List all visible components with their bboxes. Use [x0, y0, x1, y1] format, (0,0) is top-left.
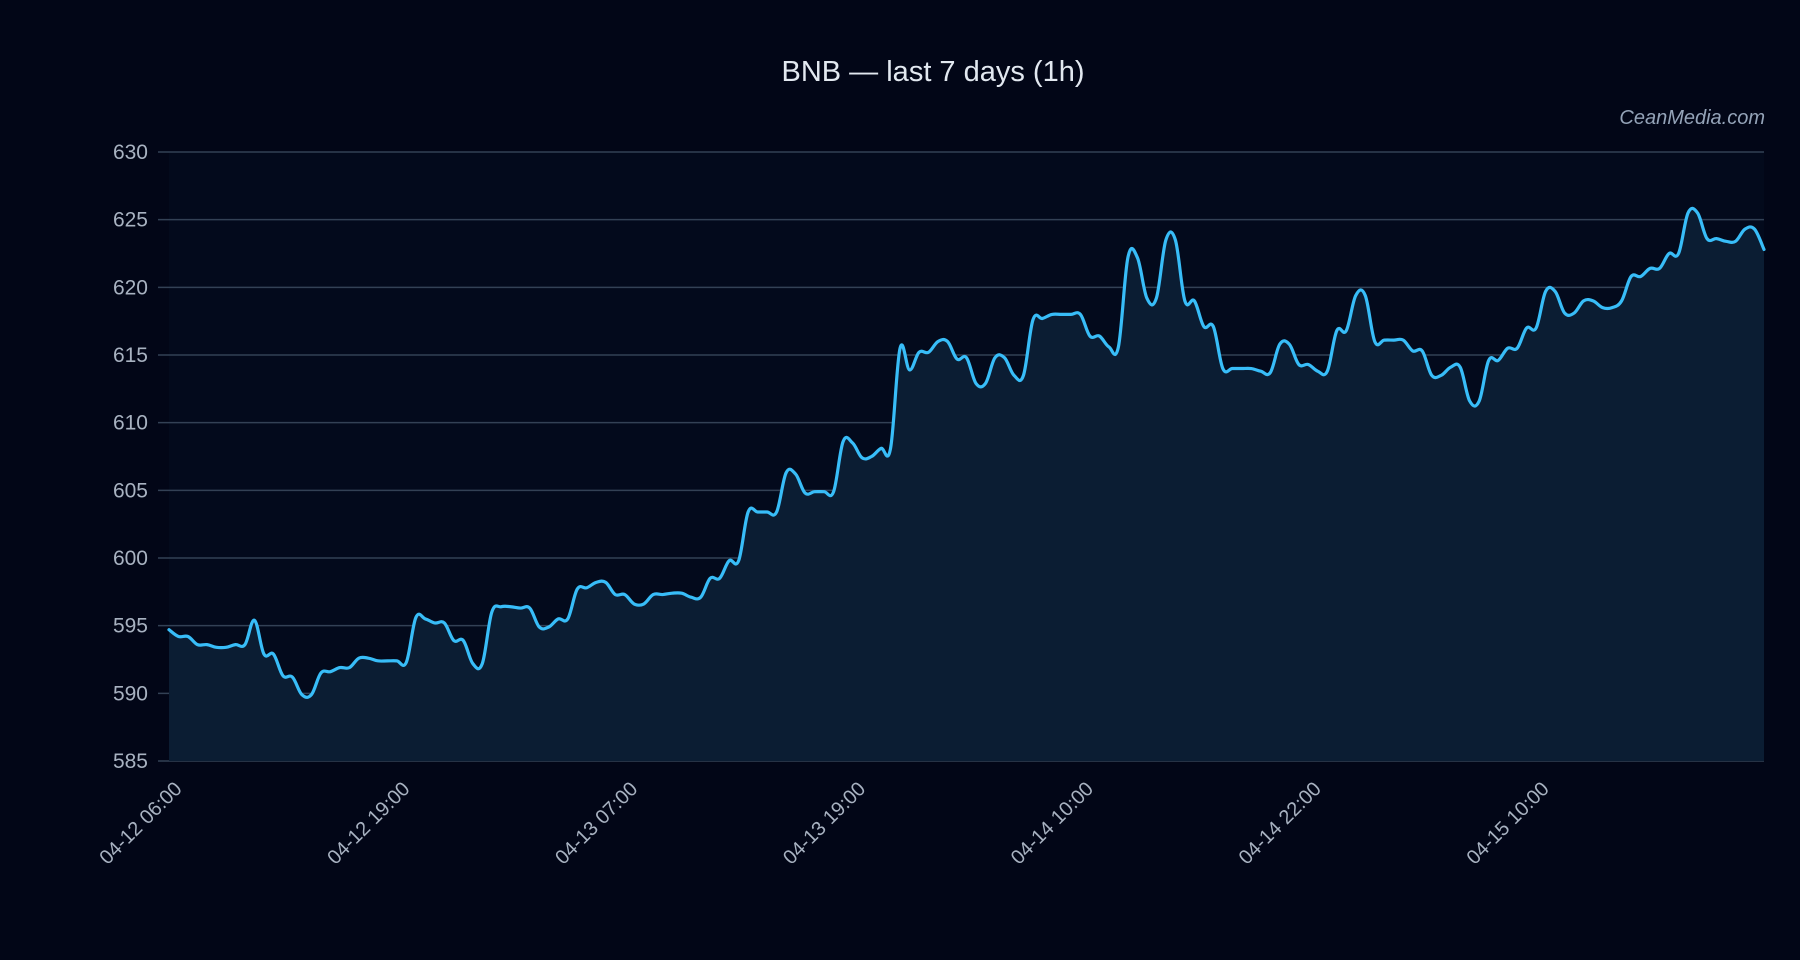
- x-tick-label: 04-15 10:00: [1463, 778, 1554, 869]
- y-tick-label: 630: [113, 141, 148, 164]
- x-tick-label: 04-13 07:00: [551, 778, 642, 869]
- y-tick-label: 610: [113, 412, 148, 435]
- y-tick-label: 620: [113, 276, 148, 299]
- y-axis-ticks: 585 590 595 600 605 610 615 620 625 630: [113, 141, 148, 773]
- x-axis-ticks: 04-12 06:00 04-12 19:00 04-13 07:00 04-13 1…: [95, 778, 1553, 869]
- x-tick-label: 04-14 10:00: [1007, 778, 1098, 869]
- y-tick-label: 615: [113, 344, 148, 367]
- y-tick-label: 585: [113, 750, 148, 773]
- x-tick-label: 04-13 19:00: [779, 778, 870, 869]
- x-tick-label: 04-12 19:00: [323, 778, 414, 869]
- x-tick-label: 04-14 22:00: [1235, 778, 1326, 869]
- y-tick-label: 595: [113, 615, 148, 638]
- price-area-fill: [169, 208, 1764, 762]
- y-tick-label: 600: [113, 547, 148, 570]
- y-tick-label: 605: [113, 479, 148, 502]
- y-tick-label: 625: [113, 209, 148, 232]
- y-tick-label: 590: [113, 682, 148, 705]
- x-tick-label: 04-12 06:00: [95, 778, 186, 869]
- price-line: [167, 206, 1766, 699]
- chart-title: BNB — last 7 days (1h): [781, 56, 1085, 88]
- watermark: CeanMedia.com: [1619, 107, 1765, 129]
